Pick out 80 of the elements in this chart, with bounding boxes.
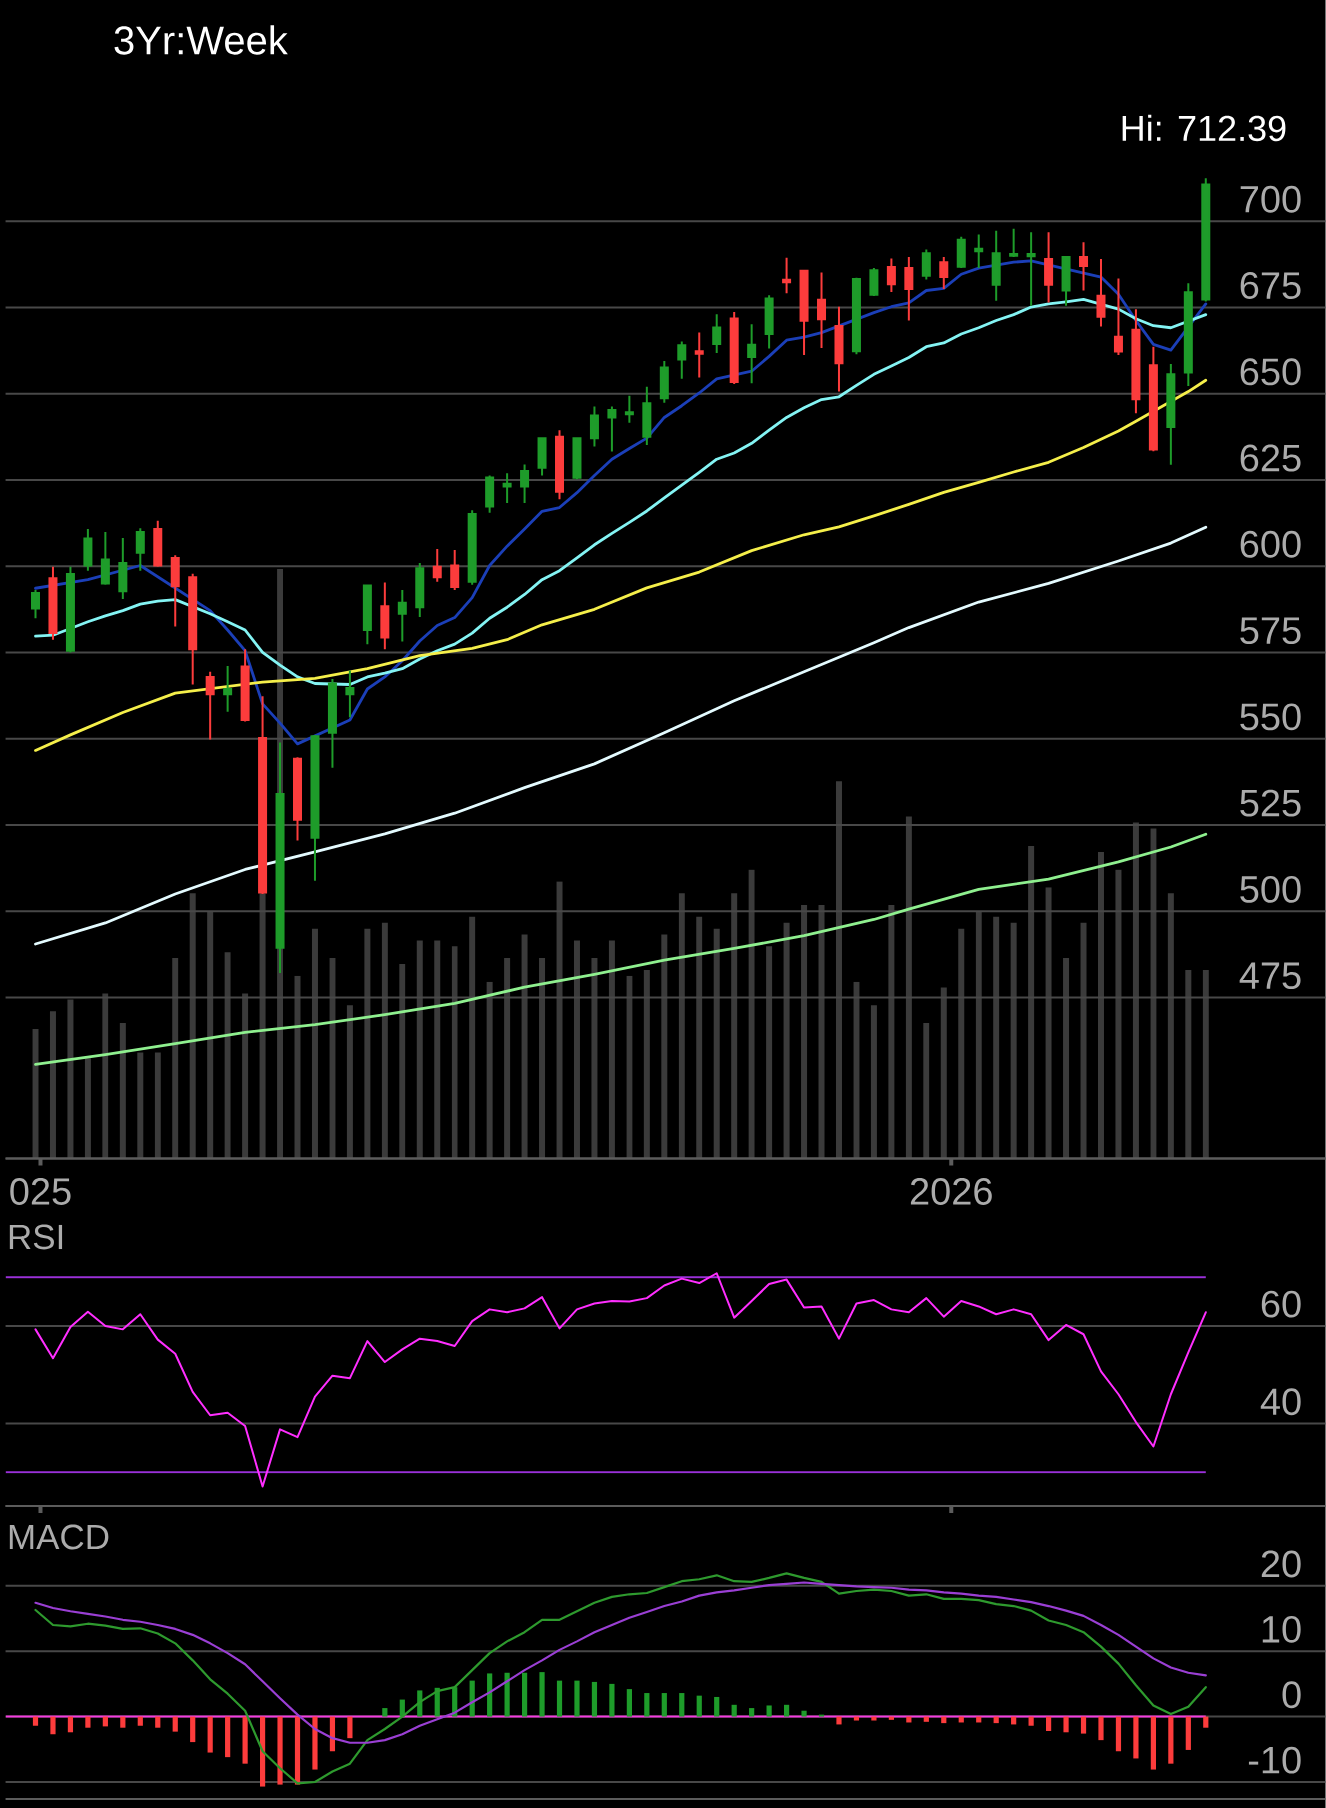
y-tick-label: 0 — [1282, 1681, 1301, 1709]
bar — [1080, 922, 1087, 1159]
y-tick-label: 10 — [1263, 1615, 1301, 1643]
bar — [609, 940, 616, 1159]
bar — [207, 910, 214, 1159]
bar — [923, 1022, 930, 1159]
bar — [312, 928, 319, 1159]
y-tick-label: 575 — [1240, 617, 1301, 645]
y-tick-label: 650 — [1240, 358, 1301, 386]
bar — [137, 1052, 144, 1159]
bar — [993, 916, 1000, 1159]
y-tick-label: 475 — [1239, 962, 1301, 990]
y-tick-label: 500 — [1240, 875, 1301, 903]
bar — [696, 916, 703, 1159]
bar — [644, 969, 651, 1159]
y-tick-label: 20 — [1262, 1550, 1301, 1578]
bar — [958, 928, 965, 1159]
y-tick-label: 675 — [1240, 272, 1301, 300]
bar — [1133, 822, 1140, 1159]
bar — [434, 940, 441, 1159]
bar — [469, 916, 476, 1159]
bar — [259, 893, 266, 1159]
y-tick-label: 700 — [1240, 185, 1301, 213]
bar — [871, 1005, 878, 1159]
bar — [189, 893, 196, 1159]
bar — [731, 893, 738, 1159]
y-tick-label: 625 — [1240, 444, 1301, 472]
y-tick-label: 550 — [1240, 703, 1301, 731]
y-tick-label: 60 — [1262, 1290, 1301, 1318]
bar — [1203, 969, 1210, 1159]
chart-title: MACD — [10, 1524, 109, 1550]
bar — [1063, 958, 1070, 1159]
bar — [941, 987, 947, 1159]
bar — [294, 975, 301, 1159]
bar — [154, 1052, 161, 1159]
annotation: Hi: 712.39 — [1122, 114, 1286, 142]
bar — [818, 905, 825, 1159]
y-tick-label: 40 — [1260, 1388, 1301, 1416]
bar — [836, 781, 843, 1159]
bar — [416, 940, 423, 1159]
bar — [574, 940, 581, 1159]
bar — [50, 1011, 57, 1159]
bar — [399, 964, 406, 1159]
bar — [120, 1022, 127, 1159]
bar — [539, 958, 546, 1159]
bar — [556, 881, 563, 1159]
y-tick-label: -10 — [1249, 1746, 1301, 1774]
bar — [1028, 846, 1035, 1159]
bar — [801, 905, 808, 1159]
bar — [486, 981, 493, 1159]
bar — [906, 816, 913, 1159]
chart-title: 3Yr:Week — [114, 25, 289, 55]
bar — [713, 928, 720, 1159]
bar — [102, 993, 109, 1159]
x-tick-label: 2026 — [911, 1177, 993, 1205]
x-tick-label: 025 — [10, 1177, 71, 1205]
bar — [766, 946, 773, 1159]
bar — [1115, 869, 1122, 1159]
bar — [661, 934, 668, 1159]
y-tick-label: 600 — [1240, 530, 1301, 558]
bar — [382, 922, 389, 1159]
bar — [975, 910, 982, 1159]
bar — [1010, 922, 1017, 1159]
bar — [85, 1058, 92, 1159]
bar — [347, 1005, 354, 1159]
bar — [591, 958, 598, 1159]
y-tick-label: 525 — [1240, 789, 1301, 817]
bar — [1098, 851, 1105, 1159]
bar — [679, 893, 685, 1159]
bar — [242, 993, 249, 1159]
bar — [67, 999, 74, 1159]
bar — [32, 1028, 39, 1159]
bar — [172, 958, 179, 1159]
bar — [364, 928, 371, 1159]
bar — [504, 958, 511, 1159]
bar — [1168, 893, 1175, 1159]
bar — [1185, 969, 1192, 1159]
text: RSI — [10, 1224, 63, 1250]
bar — [888, 905, 895, 1159]
bar — [783, 922, 790, 1159]
